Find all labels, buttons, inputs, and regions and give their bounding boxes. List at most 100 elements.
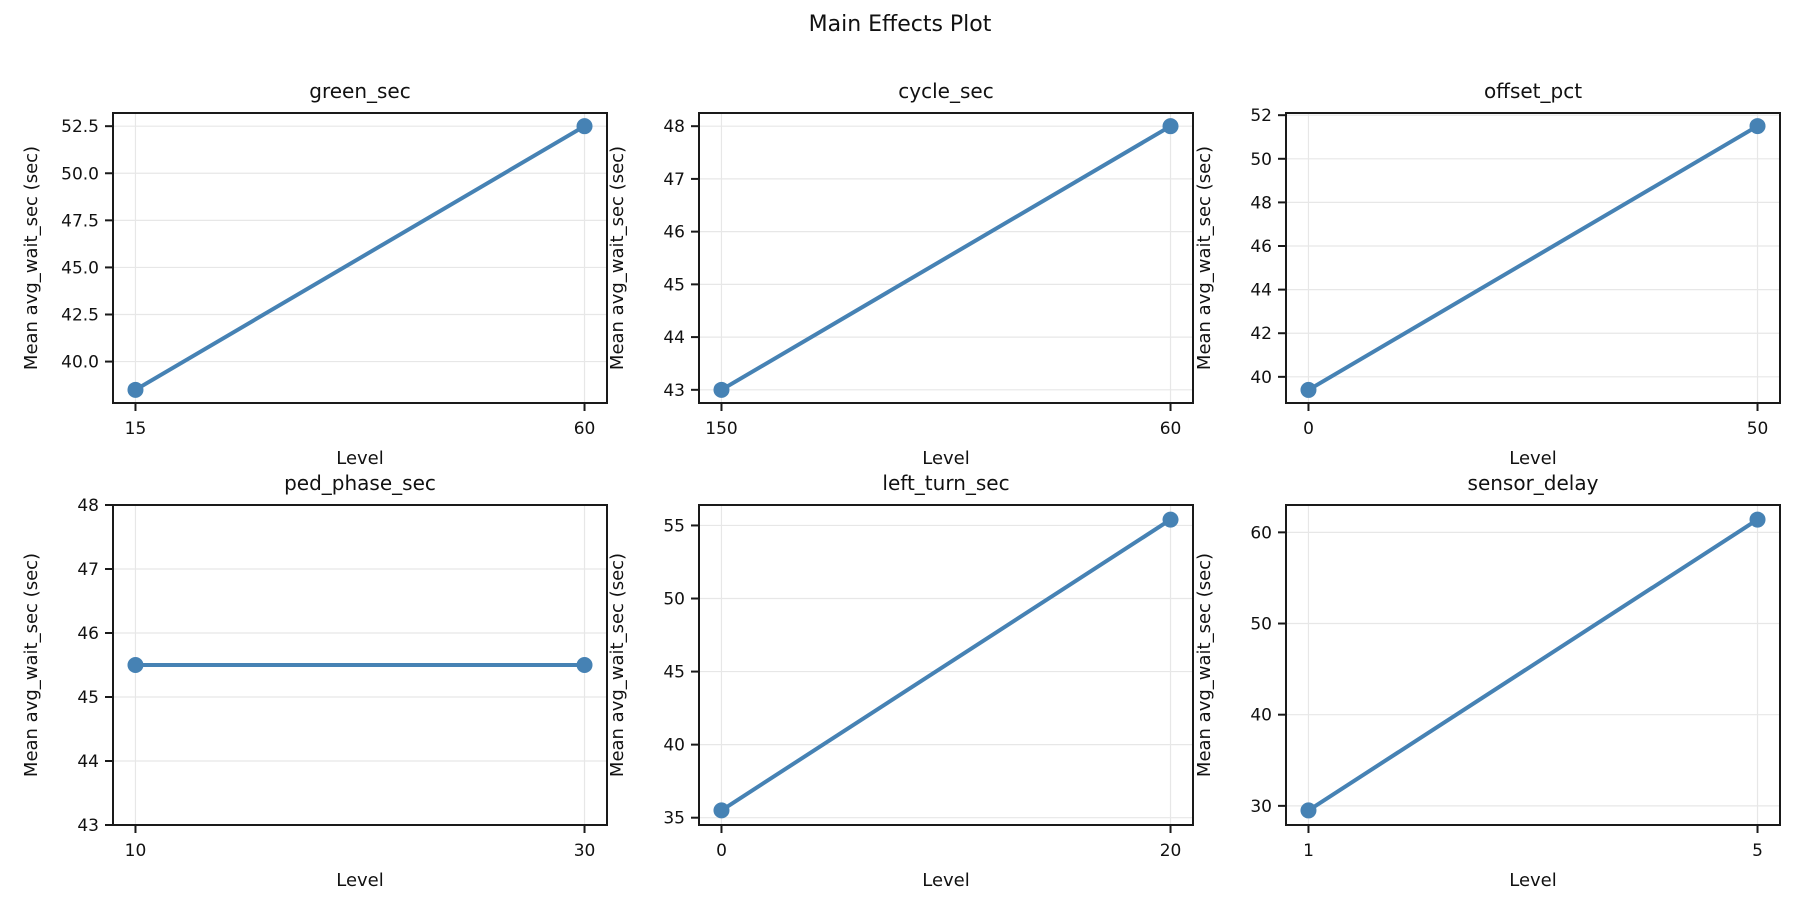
y-tick-label: 47.5 bbox=[61, 211, 99, 231]
y-tick-label: 46 bbox=[663, 223, 685, 243]
data-point bbox=[1162, 511, 1179, 528]
series-line bbox=[719, 124, 1173, 392]
grid bbox=[113, 113, 607, 403]
y-tick-label: 52 bbox=[1250, 106, 1272, 126]
axes-border bbox=[112, 112, 608, 404]
y-tick-label: 50 bbox=[1250, 150, 1272, 170]
y-tick-label: 44 bbox=[77, 752, 99, 772]
y-axis-label: Mean avg_wait_sec (sec) bbox=[1194, 553, 1215, 777]
x-axis-label: Level bbox=[1509, 448, 1557, 469]
axes-border bbox=[112, 504, 608, 826]
y-tick-label: 42.5 bbox=[61, 305, 99, 325]
x-axis-label: Level bbox=[1509, 870, 1557, 891]
y-tick-label: 47 bbox=[77, 560, 99, 580]
subplot-green_sec: 40.0 42.5 45.0 47.5 50.0 52.5 15 60 green_sec Lev… bbox=[21, 79, 608, 469]
grid bbox=[699, 113, 1193, 403]
data-point bbox=[713, 802, 730, 819]
x-axis-label: Level bbox=[336, 870, 384, 891]
series-line bbox=[1306, 517, 1760, 813]
y-tick-label: 30 bbox=[1250, 797, 1272, 817]
data-point bbox=[1300, 381, 1317, 398]
y-axis-label: Mean avg_wait_sec (sec) bbox=[607, 553, 628, 777]
subplot-offset_pct: 40 42 44 46 48 50 52 0 50 offset_pct Level Mean avg… bbox=[1194, 79, 1781, 469]
y-tick-label: 43 bbox=[77, 816, 99, 836]
series-line bbox=[719, 517, 1173, 813]
subplot-title: sensor_delay bbox=[1468, 471, 1599, 495]
axes-border bbox=[1285, 504, 1781, 826]
x-tick-label: 0 bbox=[716, 841, 727, 861]
subplot-title: cycle_sec bbox=[898, 79, 993, 103]
x-tick-label: 50 bbox=[1747, 419, 1769, 439]
subplot-ped_phase_sec: 43 44 45 46 47 48 10 30 ped_phase_sec Level Mean a… bbox=[21, 471, 608, 891]
y-tick-label: 46 bbox=[1250, 237, 1272, 257]
subplot-cycle_sec: 43 44 45 46 47 48 150 60 cycle_sec Level Mean avg_… bbox=[607, 79, 1194, 469]
x-tick-label: 60 bbox=[1160, 419, 1182, 439]
subplot-title: ped_phase_sec bbox=[284, 471, 436, 495]
axes-border bbox=[1285, 112, 1781, 404]
axes-border bbox=[698, 112, 1194, 404]
y-tick-label: 50 bbox=[663, 590, 685, 610]
data-point bbox=[576, 118, 593, 135]
series-line bbox=[133, 124, 587, 392]
data-point bbox=[127, 657, 144, 673]
y-tick-label: 45 bbox=[663, 275, 685, 295]
y-tick-label: 46 bbox=[77, 624, 99, 644]
y-axis-label: Mean avg_wait_sec (sec) bbox=[607, 146, 628, 370]
data-point bbox=[1749, 511, 1766, 528]
x-tick-label: 5 bbox=[1752, 841, 1763, 861]
y-tick-label: 40 bbox=[663, 736, 685, 756]
y-tick-label: 60 bbox=[1250, 523, 1272, 543]
subplot-title: left_turn_sec bbox=[882, 471, 1009, 495]
y-tick-label: 48 bbox=[1250, 193, 1272, 213]
y-axis-label: Mean avg_wait_sec (sec) bbox=[1194, 146, 1215, 370]
subplot-title: green_sec bbox=[309, 79, 410, 103]
tick-marks bbox=[105, 125, 586, 411]
figure-title: Main Effects Plot bbox=[808, 12, 992, 37]
data-point bbox=[1162, 118, 1179, 135]
y-tick-label: 55 bbox=[663, 516, 685, 536]
data-point bbox=[127, 381, 144, 398]
axes-border bbox=[698, 504, 1194, 826]
y-tick-label: 44 bbox=[663, 328, 685, 348]
y-tick-label: 35 bbox=[663, 809, 685, 829]
x-tick-label: 150 bbox=[705, 419, 737, 439]
y-tick-label: 45 bbox=[77, 688, 99, 708]
data-point bbox=[576, 657, 593, 673]
x-tick-label: 0 bbox=[1303, 419, 1314, 439]
x-axis-label: Level bbox=[922, 448, 970, 469]
data-point bbox=[1749, 118, 1766, 135]
subplot-title: offset_pct bbox=[1484, 79, 1582, 103]
subplot-sensor_delay: 30 40 50 60 1 5 sensor_delay Level Mean avg_wait… bbox=[1194, 471, 1781, 891]
tick-marks bbox=[105, 504, 586, 833]
y-tick-label: 50 bbox=[1250, 615, 1272, 635]
y-tick-label: 45 bbox=[663, 663, 685, 683]
y-tick-label: 44 bbox=[1250, 281, 1272, 301]
tick-marks bbox=[1278, 531, 1759, 833]
y-tick-label: 40 bbox=[1250, 368, 1272, 388]
grid bbox=[1286, 505, 1780, 825]
y-tick-label: 48 bbox=[663, 117, 685, 137]
y-axis-label: Mean avg_wait_sec (sec) bbox=[21, 553, 42, 777]
y-tick-label: 47 bbox=[663, 170, 685, 190]
x-tick-label: 20 bbox=[1160, 841, 1182, 861]
y-tick-label: 40.0 bbox=[61, 353, 99, 373]
y-tick-label: 52.5 bbox=[61, 117, 99, 137]
tick-marks bbox=[691, 125, 1172, 411]
data-point bbox=[713, 381, 730, 398]
y-tick-label: 40 bbox=[1250, 706, 1272, 726]
grid bbox=[1286, 113, 1780, 403]
y-tick-label: 43 bbox=[663, 381, 685, 401]
x-tick-label: 1 bbox=[1303, 841, 1314, 861]
x-axis-label: Level bbox=[922, 870, 970, 891]
y-tick-label: 50.0 bbox=[61, 164, 99, 184]
series-line bbox=[1306, 124, 1760, 392]
x-axis-label: Level bbox=[336, 448, 384, 469]
data-point bbox=[1300, 802, 1317, 819]
y-tick-label: 45.0 bbox=[61, 258, 99, 278]
y-axis-label: Mean avg_wait_sec (sec) bbox=[21, 146, 42, 370]
tick-marks bbox=[1278, 114, 1759, 411]
y-tick-label: 42 bbox=[1250, 324, 1272, 344]
x-tick-label: 30 bbox=[574, 841, 596, 861]
